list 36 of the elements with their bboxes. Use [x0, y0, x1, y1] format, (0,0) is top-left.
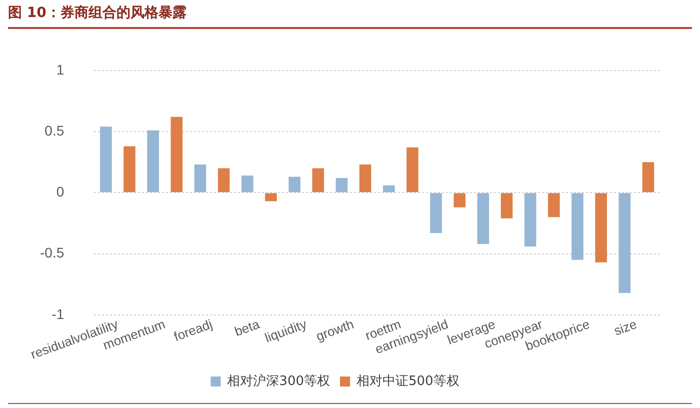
- bar: [406, 147, 418, 192]
- x-tick-label: beta: [232, 316, 262, 340]
- x-tick-label: foreadj: [172, 316, 214, 344]
- bar: [336, 178, 348, 192]
- bar: [595, 193, 607, 262]
- legend-label: 相对沪深300等权: [227, 372, 330, 389]
- bar: [265, 193, 277, 202]
- y-tick-label: 0.5: [44, 122, 64, 138]
- bar: [170, 116, 183, 192]
- bar: [147, 130, 159, 192]
- y-tick-label: 1: [56, 61, 64, 78]
- bar: [359, 164, 372, 192]
- bar: [100, 126, 112, 192]
- x-tick-label: liquidity: [262, 316, 310, 346]
- bar: [218, 168, 230, 192]
- bar: [241, 176, 254, 192]
- bar: [312, 168, 324, 192]
- y-tick-label: 0: [56, 184, 64, 200]
- y-tick-label: -1: [52, 306, 64, 322]
- bar: [382, 185, 395, 192]
- bar: [548, 193, 560, 218]
- bar: [454, 193, 466, 208]
- bar: [430, 193, 442, 234]
- chart-title: 图 10：券商组合的风格暴露: [8, 4, 692, 29]
- x-tick-label: size: [612, 316, 639, 338]
- bar: [572, 193, 584, 260]
- legend-label: 相对中证500等权: [356, 374, 460, 389]
- bar: [500, 193, 513, 218]
- bar: [288, 176, 300, 192]
- y-tick-label: -0.5: [40, 244, 64, 261]
- bar: [477, 193, 490, 244]
- bar: [194, 164, 206, 192]
- bar: [524, 193, 536, 246]
- bar: [124, 146, 136, 192]
- bar: [642, 162, 654, 192]
- bar: [618, 193, 631, 293]
